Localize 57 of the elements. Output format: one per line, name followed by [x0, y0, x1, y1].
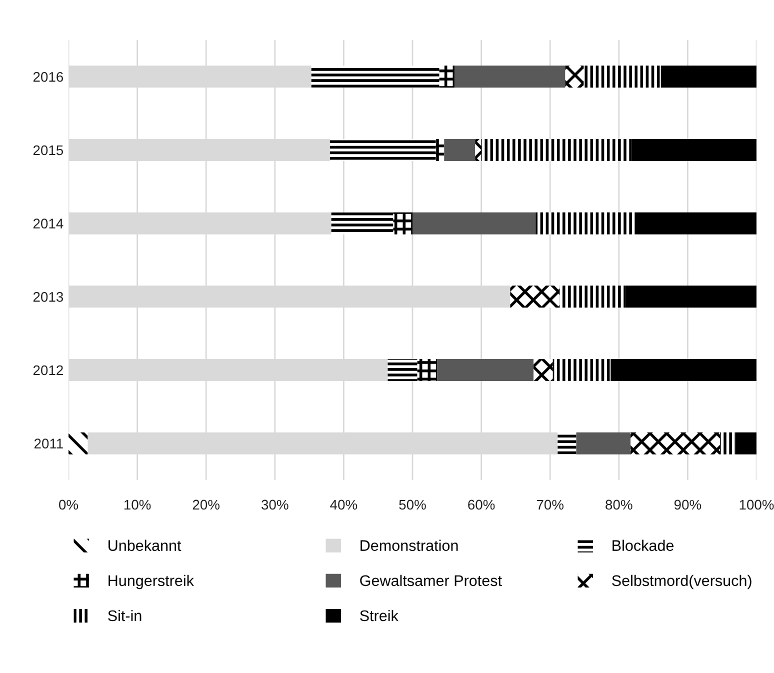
bar	[475, 139, 482, 161]
bar	[437, 359, 534, 381]
bar	[68, 432, 88, 454]
legend-label: Hungerstreik	[108, 574, 194, 590]
x-tick-label: 30%	[262, 500, 288, 510]
legend-label: Selbstmord(versuch)	[612, 574, 752, 590]
bar	[444, 139, 476, 161]
x-tick-label: 40%	[330, 500, 358, 510]
x-tick-label: 90%	[674, 500, 702, 510]
legend-label: Blockade	[612, 540, 674, 551]
bar	[436, 139, 444, 161]
bar	[536, 212, 635, 234]
x-tick-label: 20%	[192, 500, 220, 510]
x-tick-label: 70%	[536, 500, 564, 510]
bar	[736, 432, 756, 454]
x-tick-label: 0%	[59, 500, 78, 510]
bar	[534, 359, 553, 381]
x-tick-label: 60%	[468, 500, 495, 510]
bar	[481, 139, 632, 161]
bar	[552, 359, 611, 381]
bar	[634, 212, 756, 234]
bar	[576, 432, 631, 454]
y-tick-label: 2013	[33, 292, 64, 302]
y-tick-label: 2015	[33, 145, 64, 156]
y-tick-label: 2011	[34, 438, 63, 449]
bar	[331, 212, 394, 234]
bar	[388, 359, 418, 381]
legend-label: Demonstration	[360, 540, 458, 551]
legend-label: Streik	[360, 610, 398, 622]
bar	[439, 66, 454, 88]
bar	[558, 432, 576, 454]
x-tick-label: 80%	[606, 500, 632, 510]
bar	[454, 66, 566, 88]
legend-label: Sit-in	[108, 610, 142, 622]
bar	[417, 359, 438, 381]
x-tick-label: 50%	[399, 500, 426, 510]
x-tick-label: 10%	[124, 500, 151, 510]
bar	[311, 66, 440, 88]
bar	[393, 212, 412, 234]
bar	[660, 66, 756, 88]
y-tick-label: 2012	[33, 365, 63, 376]
y-tick-label: 2014	[33, 218, 64, 229]
y-tick-label: 2016	[33, 72, 64, 82]
bar	[631, 139, 756, 161]
bar	[412, 212, 536, 234]
bar	[625, 286, 756, 308]
bar	[610, 359, 756, 381]
bar	[630, 432, 720, 454]
bar	[560, 286, 626, 308]
legend-label: Gewaltsamer Protest	[360, 574, 502, 586]
bar	[330, 139, 436, 161]
bar	[565, 66, 584, 88]
bar	[720, 432, 736, 454]
x-tick-label: 100%	[740, 500, 774, 510]
bar	[510, 286, 560, 308]
bar	[584, 66, 661, 88]
legend-label: Unbekannt	[108, 540, 182, 551]
